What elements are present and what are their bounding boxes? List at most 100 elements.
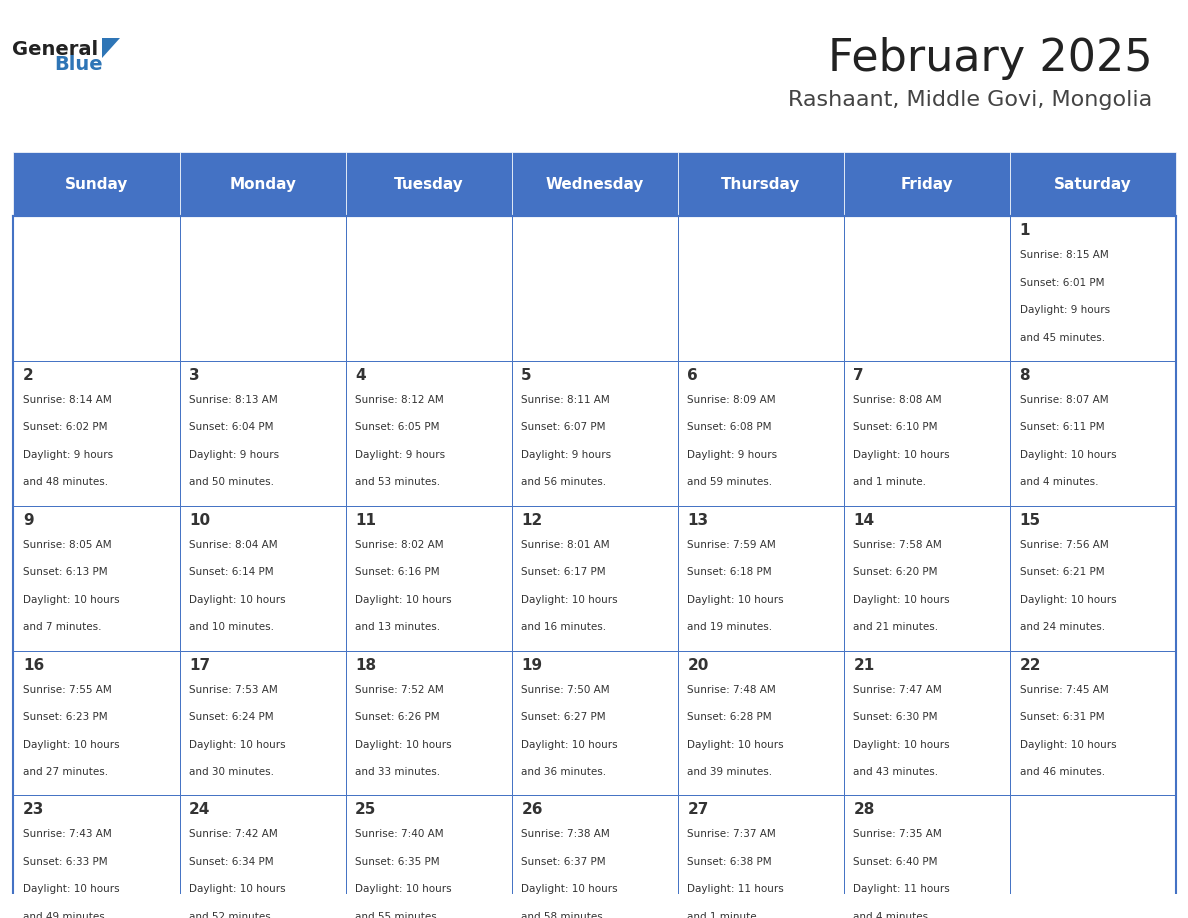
Bar bbox=[843, 795, 1010, 918]
Text: Sunrise: 7:59 AM: Sunrise: 7:59 AM bbox=[688, 540, 776, 550]
Text: Sunrise: 7:55 AM: Sunrise: 7:55 AM bbox=[23, 685, 112, 695]
Text: and 1 minute.: and 1 minute. bbox=[853, 477, 927, 487]
Text: and 16 minutes.: and 16 minutes. bbox=[522, 622, 606, 633]
Text: 16: 16 bbox=[23, 657, 44, 673]
Text: 26: 26 bbox=[522, 802, 543, 817]
Text: Blue: Blue bbox=[55, 55, 103, 73]
Text: and 55 minutes.: and 55 minutes. bbox=[355, 912, 441, 918]
Bar bbox=[1010, 217, 1176, 361]
Text: Daylight: 10 hours: Daylight: 10 hours bbox=[853, 740, 950, 749]
Text: Sunrise: 8:11 AM: Sunrise: 8:11 AM bbox=[522, 395, 609, 405]
Bar bbox=[843, 506, 1010, 651]
Text: Wednesday: Wednesday bbox=[545, 176, 644, 192]
Text: Sunset: 6:10 PM: Sunset: 6:10 PM bbox=[853, 422, 939, 432]
Text: Sunset: 6:08 PM: Sunset: 6:08 PM bbox=[688, 422, 772, 432]
Text: Sunset: 6:38 PM: Sunset: 6:38 PM bbox=[688, 856, 772, 867]
Text: 6: 6 bbox=[688, 368, 699, 383]
Text: Sunrise: 7:45 AM: Sunrise: 7:45 AM bbox=[1019, 685, 1108, 695]
Text: Sunrise: 8:04 AM: Sunrise: 8:04 AM bbox=[189, 540, 278, 550]
Text: Daylight: 10 hours: Daylight: 10 hours bbox=[522, 595, 618, 605]
Text: 14: 14 bbox=[853, 513, 874, 528]
Text: Daylight: 10 hours: Daylight: 10 hours bbox=[1019, 595, 1117, 605]
Bar bbox=[346, 217, 512, 361]
Bar bbox=[13, 651, 179, 795]
Text: and 13 minutes.: and 13 minutes. bbox=[355, 622, 441, 633]
Bar bbox=[13, 361, 179, 506]
Text: and 1 minute.: and 1 minute. bbox=[688, 912, 760, 918]
Text: 12: 12 bbox=[522, 513, 543, 528]
Bar bbox=[179, 151, 346, 217]
Text: Sunset: 6:34 PM: Sunset: 6:34 PM bbox=[189, 856, 273, 867]
Text: Daylight: 10 hours: Daylight: 10 hours bbox=[853, 450, 950, 460]
Bar bbox=[678, 217, 843, 361]
Text: Sunset: 6:23 PM: Sunset: 6:23 PM bbox=[23, 712, 108, 722]
Text: Daylight: 10 hours: Daylight: 10 hours bbox=[522, 884, 618, 894]
Text: Sunset: 6:14 PM: Sunset: 6:14 PM bbox=[189, 567, 273, 577]
Text: and 30 minutes.: and 30 minutes. bbox=[189, 767, 274, 777]
Text: Daylight: 11 hours: Daylight: 11 hours bbox=[688, 884, 784, 894]
Text: Sunrise: 7:58 AM: Sunrise: 7:58 AM bbox=[853, 540, 942, 550]
Text: Daylight: 10 hours: Daylight: 10 hours bbox=[853, 595, 950, 605]
Text: and 21 minutes.: and 21 minutes. bbox=[853, 622, 939, 633]
Text: and 48 minutes.: and 48 minutes. bbox=[23, 477, 108, 487]
Text: 3: 3 bbox=[189, 368, 200, 383]
Text: Thursday: Thursday bbox=[721, 176, 801, 192]
Bar bbox=[678, 361, 843, 506]
Bar bbox=[843, 151, 1010, 217]
Text: Sunrise: 8:08 AM: Sunrise: 8:08 AM bbox=[853, 395, 942, 405]
Text: 17: 17 bbox=[189, 657, 210, 673]
Text: Sunrise: 8:14 AM: Sunrise: 8:14 AM bbox=[23, 395, 112, 405]
Text: 13: 13 bbox=[688, 513, 708, 528]
Text: Sunrise: 7:47 AM: Sunrise: 7:47 AM bbox=[853, 685, 942, 695]
Text: and 19 minutes.: and 19 minutes. bbox=[688, 622, 772, 633]
Bar bbox=[843, 217, 1010, 361]
Text: Daylight: 10 hours: Daylight: 10 hours bbox=[23, 740, 120, 749]
Text: Sunset: 6:27 PM: Sunset: 6:27 PM bbox=[522, 712, 606, 722]
Text: Rashaant, Middle Govi, Mongolia: Rashaant, Middle Govi, Mongolia bbox=[788, 90, 1152, 110]
Bar bbox=[346, 361, 512, 506]
Bar bbox=[13, 151, 179, 217]
Text: Sunrise: 7:42 AM: Sunrise: 7:42 AM bbox=[189, 829, 278, 839]
Bar bbox=[678, 651, 843, 795]
Text: Sunrise: 8:05 AM: Sunrise: 8:05 AM bbox=[23, 540, 112, 550]
Text: 9: 9 bbox=[23, 513, 33, 528]
Text: and 33 minutes.: and 33 minutes. bbox=[355, 767, 441, 777]
Text: Sunset: 6:05 PM: Sunset: 6:05 PM bbox=[355, 422, 440, 432]
Text: 10: 10 bbox=[189, 513, 210, 528]
Bar bbox=[678, 506, 843, 651]
Bar bbox=[512, 795, 678, 918]
Text: Daylight: 9 hours: Daylight: 9 hours bbox=[189, 450, 279, 460]
Text: Friday: Friday bbox=[901, 176, 953, 192]
Text: and 49 minutes.: and 49 minutes. bbox=[23, 912, 108, 918]
Text: General: General bbox=[12, 39, 99, 59]
Bar bbox=[678, 151, 843, 217]
Text: Daylight: 10 hours: Daylight: 10 hours bbox=[522, 740, 618, 749]
Text: and 36 minutes.: and 36 minutes. bbox=[522, 767, 606, 777]
Bar bbox=[1010, 151, 1176, 217]
Text: Sunrise: 8:02 AM: Sunrise: 8:02 AM bbox=[355, 540, 444, 550]
Bar bbox=[1010, 651, 1176, 795]
Text: Sunset: 6:20 PM: Sunset: 6:20 PM bbox=[853, 567, 939, 577]
Text: Sunrise: 7:52 AM: Sunrise: 7:52 AM bbox=[355, 685, 444, 695]
Text: and 10 minutes.: and 10 minutes. bbox=[189, 622, 274, 633]
Text: and 7 minutes.: and 7 minutes. bbox=[23, 622, 101, 633]
Text: Daylight: 11 hours: Daylight: 11 hours bbox=[853, 884, 950, 894]
Bar bbox=[179, 795, 346, 918]
Bar bbox=[843, 361, 1010, 506]
Text: Sunrise: 7:38 AM: Sunrise: 7:38 AM bbox=[522, 829, 609, 839]
Text: Sunrise: 7:43 AM: Sunrise: 7:43 AM bbox=[23, 829, 112, 839]
Text: Sunrise: 7:48 AM: Sunrise: 7:48 AM bbox=[688, 685, 776, 695]
Polygon shape bbox=[102, 38, 120, 58]
Text: Sunrise: 8:12 AM: Sunrise: 8:12 AM bbox=[355, 395, 444, 405]
Text: Daylight: 10 hours: Daylight: 10 hours bbox=[189, 595, 285, 605]
Text: Daylight: 9 hours: Daylight: 9 hours bbox=[1019, 305, 1110, 315]
Text: and 43 minutes.: and 43 minutes. bbox=[853, 767, 939, 777]
Text: Sunset: 6:18 PM: Sunset: 6:18 PM bbox=[688, 567, 772, 577]
Text: Saturday: Saturday bbox=[1054, 176, 1132, 192]
Text: Sunset: 6:17 PM: Sunset: 6:17 PM bbox=[522, 567, 606, 577]
Bar bbox=[179, 361, 346, 506]
Text: 23: 23 bbox=[23, 802, 44, 817]
Text: Monday: Monday bbox=[229, 176, 296, 192]
Text: Daylight: 10 hours: Daylight: 10 hours bbox=[23, 595, 120, 605]
Text: 7: 7 bbox=[853, 368, 864, 383]
